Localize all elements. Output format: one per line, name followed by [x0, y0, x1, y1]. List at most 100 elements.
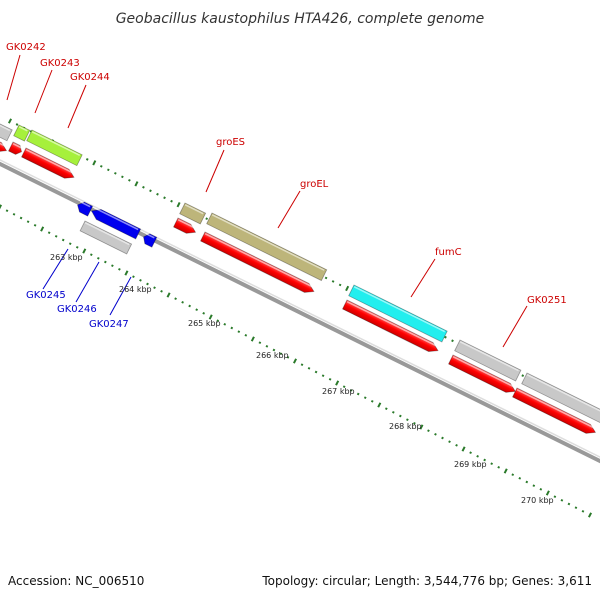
inner-tick-minor	[328, 377, 332, 381]
inner-tick-minor	[19, 216, 23, 220]
gene-label-gk0244: GK0244	[70, 72, 110, 83]
feature-track	[0, 113, 600, 425]
inner-tick-minor	[321, 374, 325, 378]
outer-tick-major	[134, 181, 139, 187]
inner-tick-major	[40, 226, 45, 232]
inner-tick-major	[503, 468, 508, 474]
gene-label-gk0242: GK0242	[6, 42, 46, 53]
accession-text: Accession: NC_006510	[8, 574, 144, 588]
inner-tick-minor	[111, 264, 114, 268]
inner-tick-major	[208, 314, 213, 320]
inner-tick-minor	[202, 311, 206, 315]
outer-tick-minor	[15, 123, 19, 126]
inner-tick-major	[377, 402, 382, 408]
inner-tick-minor	[258, 341, 262, 345]
gene-label-gk0246: GK0246	[57, 304, 97, 315]
kbp-label: 264 kbp	[119, 285, 152, 294]
inner-tick-minor	[160, 289, 163, 293]
gene-bar-gk0246-b	[143, 233, 158, 248]
gene-label-groes-leader	[205, 149, 225, 193]
outer-tick-minor	[338, 283, 342, 287]
gene-bar-gk0244	[26, 129, 83, 167]
outer-tick-major	[345, 285, 350, 292]
outer-tick-minor	[114, 171, 117, 175]
inner-tick-minor	[399, 414, 402, 418]
inner-tick-minor	[244, 333, 248, 337]
gene-label-gk0242-leader	[6, 54, 21, 101]
gene-bar-groel	[206, 212, 328, 282]
inner-tick-minor	[223, 322, 227, 326]
map-title: Geobacillus kaustophilus HTA426, complet…	[116, 11, 485, 27]
inner-tick-major	[587, 512, 593, 518]
gene-label-gk0251: GK0251	[527, 295, 567, 306]
inner-tick-minor	[406, 418, 409, 422]
inner-tick-major	[0, 204, 3, 210]
inner-tick-minor	[68, 242, 72, 246]
gene-label-groel: groEL	[300, 179, 329, 190]
inner-tick-major	[292, 358, 298, 364]
inner-tick-minor	[12, 212, 16, 216]
cds-arrow-groel	[200, 231, 315, 293]
inner-tick-minor	[195, 308, 199, 312]
inner-tick-minor	[490, 462, 494, 466]
gene-bar-groes	[179, 202, 207, 225]
inner-tick-minor	[96, 256, 100, 260]
outer-tick-minor	[99, 165, 103, 168]
inner-tick-minor	[581, 509, 585, 513]
inner-tick-minor	[279, 352, 283, 356]
gene-label-gk0251-leader	[502, 305, 528, 348]
gene-label-fumc-leader	[410, 258, 436, 298]
inner-tick-minor	[26, 220, 30, 224]
outer-tick-minor	[85, 158, 89, 161]
inner-tick-minor	[146, 282, 149, 286]
inner-tick-minor	[286, 355, 290, 359]
outer-tick-minor	[521, 374, 525, 377]
inner-tick-minor	[469, 451, 472, 455]
inner-tick-minor	[89, 253, 93, 257]
outer-tick-minor	[170, 199, 173, 203]
gene-label-gk0244-leader	[67, 84, 87, 129]
gene-label-groel-leader	[277, 190, 301, 229]
inner-tick-major	[461, 446, 466, 452]
inner-tick-major	[419, 424, 424, 430]
outer-tick-minor	[128, 178, 131, 182]
outer-tick-minor	[205, 217, 209, 221]
outer-tick-major	[176, 202, 181, 208]
gene-label-fumc: fumC	[435, 247, 462, 258]
kbp-label: 268 kbp	[389, 422, 422, 431]
outer-tick-minor	[163, 196, 166, 200]
inner-tick-minor	[230, 326, 234, 330]
inner-tick-minor	[307, 366, 311, 370]
gene-bar-gk0247	[79, 220, 133, 255]
inner-tick-minor	[441, 436, 444, 440]
gene-label-gk0245: GK0245	[26, 290, 66, 301]
outer-tick-minor	[324, 276, 328, 280]
inner-tick-minor	[349, 388, 353, 392]
cds-arrow-gk0244	[21, 147, 75, 179]
genome-backbone	[0, 159, 600, 464]
inner-tick-minor	[47, 231, 51, 235]
tick-track-inner	[0, 204, 593, 518]
kbp-label: 269 kbp	[454, 460, 487, 469]
cds-arrow-fumc	[342, 299, 439, 352]
inner-tick-minor	[342, 385, 346, 389]
inner-tick-major	[166, 292, 171, 298]
cds-arrow-gk0242	[0, 131, 8, 153]
cds-arrow-gk0251	[448, 354, 516, 393]
genome-summary-text: Topology: circular; Length: 3,544,776 bp…	[261, 574, 592, 588]
inner-tick-minor	[216, 319, 220, 323]
inner-tick-minor	[560, 498, 564, 502]
gene-label-gk0246-leader	[75, 261, 100, 303]
gene-label-groes: groES	[216, 137, 245, 148]
inner-tick-minor	[314, 370, 318, 374]
outer-tick-minor	[156, 192, 159, 196]
inner-tick-major	[335, 380, 340, 386]
gene-bar-gk0243	[13, 124, 31, 142]
inner-tick-minor	[532, 484, 536, 488]
inner-tick-minor	[356, 392, 360, 396]
inner-tick-minor	[511, 473, 515, 477]
inner-tick-minor	[139, 278, 142, 282]
gene-bar-gk0245	[77, 201, 94, 217]
inner-tick-minor	[5, 209, 9, 213]
